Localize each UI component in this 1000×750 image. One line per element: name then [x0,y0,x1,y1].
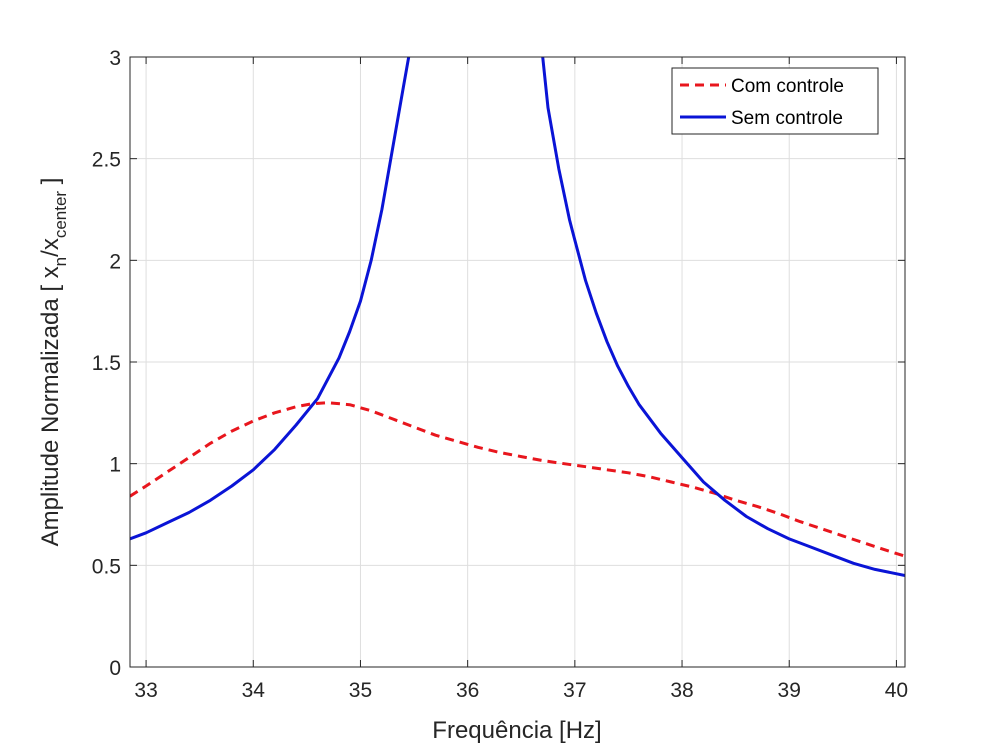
legend-box [671,67,879,135]
y-axis-label-sub-n: n [51,257,70,266]
y-tick-label: 0 [109,657,121,680]
y-tick-label: 3 [109,47,121,70]
x-tick-label: 40 [885,679,908,702]
y-tick-label: 2 [109,250,121,273]
y-tick-label: 2.5 [92,149,121,172]
x-axis-label: Frequência [Hz] [432,717,601,744]
y-axis-label-sub-center: center [51,191,70,239]
axis-ticks [130,56,905,668]
y-axis-label-prefix: Amplitude Normalizada [ x [37,266,64,546]
x-tick-label: 35 [349,679,372,702]
series-line-sem-controle-right [541,57,905,577]
x-tick-label: 36 [456,679,479,702]
x-tick-label: 39 [778,679,801,702]
y-tick-label: 1 [109,454,121,477]
y-tick-label: 0.5 [92,555,121,578]
tick-labels: 33 34 35 36 37 38 39 40 0 0.5 1 1.5 2 2.5 3 [92,47,908,702]
series-line-sem-controle [130,57,411,541]
series-layer [130,57,905,577]
x-tick-label: 37 [563,679,586,702]
legend: Com controle Sem controle [671,67,879,135]
y-tick-label: 1.5 [92,352,121,375]
y-axis-label-mid: /x [37,238,64,257]
legend-label-com-controle: Com controle [731,76,844,97]
series-line-com-controle [130,401,905,558]
y-axis-label: Amplitude Normalizada [ xn/xcenter ] [37,178,70,547]
x-tick-label: 38 [670,679,693,702]
x-tick-label: 33 [134,679,157,702]
x-tick-label: 34 [242,679,266,702]
legend-label-sem-controle: Sem controle [731,108,843,129]
y-axis-label-suffix: ] [37,178,64,191]
